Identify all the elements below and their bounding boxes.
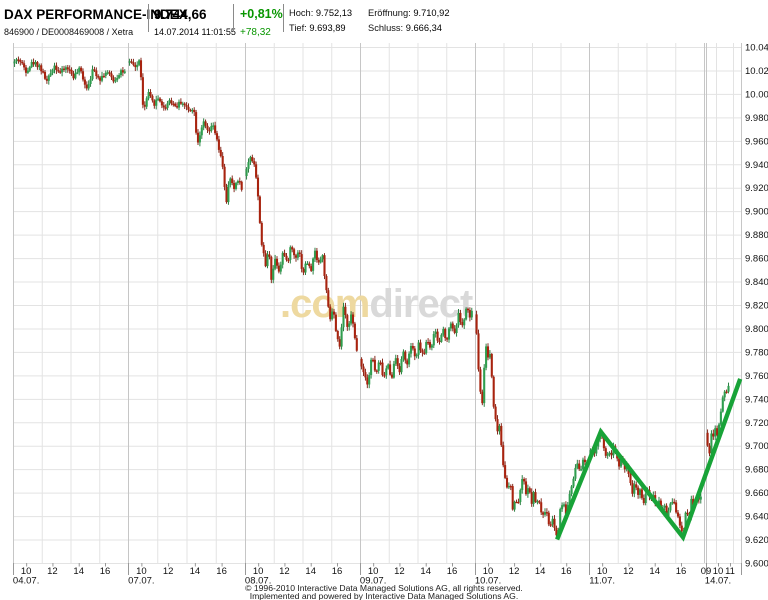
svg-text:9.740: 9.740 <box>745 394 768 405</box>
svg-text:12: 12 <box>163 566 174 577</box>
svg-text:10.020: 10.020 <box>745 66 768 77</box>
comdirect-watermark: .comdirect <box>280 282 473 326</box>
svg-text:16: 16 <box>332 566 343 577</box>
copyright-line-2: Implemented and powered by Interactive D… <box>249 591 519 600</box>
svg-text:9.720: 9.720 <box>745 418 768 429</box>
svg-text:9.920: 9.920 <box>745 183 768 194</box>
svg-text:9.820: 9.820 <box>745 301 768 312</box>
prev-close-value: 9.666,34 <box>405 22 442 33</box>
svg-text:9.680: 9.680 <box>745 465 768 476</box>
svg-text:14: 14 <box>649 566 660 577</box>
svg-text:10: 10 <box>253 566 264 577</box>
watermark: .comdirect <box>280 282 474 326</box>
low-value: 9.693,89 <box>309 22 346 33</box>
svg-text:10.07.: 10.07. <box>475 576 501 587</box>
open-value: 9.710,92 <box>413 8 450 18</box>
svg-text:14: 14 <box>73 566 84 577</box>
svg-text:9.840: 9.840 <box>745 277 768 288</box>
high-label: Hoch: <box>289 8 314 18</box>
grid-lines <box>13 43 742 564</box>
svg-text:9.800: 9.800 <box>745 324 768 335</box>
svg-text:9.760: 9.760 <box>745 371 768 382</box>
axis-ticks <box>13 563 742 575</box>
svg-text:09: 09 <box>701 566 712 577</box>
svg-text:9.660: 9.660 <box>745 488 768 499</box>
instrument-title: DAX PERFORMANCE-INDEX <box>4 7 188 22</box>
open-label: Eröffnung: <box>368 8 411 18</box>
svg-text:16: 16 <box>676 566 687 577</box>
stats-col-2: Eröffnung: 9.710,92 Schluss: 9.666,34 <box>368 6 450 35</box>
svg-text:10: 10 <box>483 566 494 577</box>
svg-text:16: 16 <box>216 566 227 577</box>
svg-text:9.700: 9.700 <box>745 441 768 452</box>
svg-text:14: 14 <box>420 566 431 577</box>
svg-text:04.07.: 04.07. <box>13 576 39 587</box>
header-separator <box>283 4 284 32</box>
copyright-line-1: © 1996-2010 Interactive Data Managed Sol… <box>245 583 523 593</box>
svg-text:9.980: 9.980 <box>745 113 768 124</box>
svg-text:08.07.: 08.07. <box>245 576 271 587</box>
svg-text:12: 12 <box>509 566 520 577</box>
svg-text:10: 10 <box>136 566 147 577</box>
svg-text:14: 14 <box>190 566 201 577</box>
svg-text:14.07.: 14.07. <box>705 576 731 587</box>
svg-text:11.07.: 11.07. <box>589 576 615 587</box>
svg-text:09.07.: 09.07. <box>360 576 386 587</box>
svg-text:16: 16 <box>561 566 572 577</box>
svg-text:9.960: 9.960 <box>745 136 768 147</box>
svg-text:14: 14 <box>535 566 546 577</box>
svg-text:9.880: 9.880 <box>745 230 768 241</box>
price-block: 9.744,66 14.07.2014 11:01:55 <box>154 7 236 37</box>
svg-text:10.040: 10.040 <box>745 43 768 54</box>
change-absolute: +78,32 <box>240 27 271 38</box>
svg-text:10: 10 <box>21 566 32 577</box>
svg-text:9.900: 9.900 <box>745 207 768 218</box>
header-separator <box>233 4 234 32</box>
y-axis-labels: 10.040 10.020 10.000 9.980 9.960 9.940 9.920 9.… <box>745 43 768 570</box>
svg-text:10.000: 10.000 <box>745 89 768 100</box>
change-block: +0,81% +78,32 <box>240 7 283 38</box>
svg-text:9.640: 9.640 <box>745 512 768 523</box>
svg-text:16: 16 <box>447 566 458 577</box>
svg-text:12: 12 <box>47 566 58 577</box>
svg-text:16: 16 <box>100 566 111 577</box>
svg-text:9.600: 9.600 <box>745 559 768 570</box>
prev-close-label: Schluss: <box>368 22 404 33</box>
stats-col-1: Hoch: 9.752,13 Tief: 9.693,89 <box>289 6 352 35</box>
svg-text:9.860: 9.860 <box>745 254 768 265</box>
svg-text:14: 14 <box>305 566 316 577</box>
svg-text:10: 10 <box>713 566 724 577</box>
low-label: Tief: <box>289 22 307 33</box>
svg-text:9.620: 9.620 <box>745 535 768 546</box>
quote-timestamp: 14.07.2014 11:01:55 <box>154 27 236 37</box>
svg-text:9.780: 9.780 <box>745 347 768 358</box>
last-price: 9.744,66 <box>154 7 207 22</box>
high-value: 9.752,13 <box>315 8 353 18</box>
svg-text:11: 11 <box>725 566 735 577</box>
svg-text:12: 12 <box>623 566 634 577</box>
svg-text:12: 12 <box>394 566 405 577</box>
instrument-identifiers: 846900 / DE0008469008 / Xetra <box>4 27 134 37</box>
change-percent: +0,81% <box>240 7 283 21</box>
instrument-block: DAX PERFORMANCE-INDEX 846900 / DE0008469… <box>4 7 188 37</box>
trend-line <box>555 378 743 542</box>
svg-text:07.07.: 07.07. <box>128 576 154 587</box>
svg-text:10: 10 <box>597 566 608 577</box>
header-separator <box>148 4 149 32</box>
svg-text:12: 12 <box>279 566 290 577</box>
svg-text:9.940: 9.940 <box>745 160 768 171</box>
svg-text:10: 10 <box>368 566 379 577</box>
